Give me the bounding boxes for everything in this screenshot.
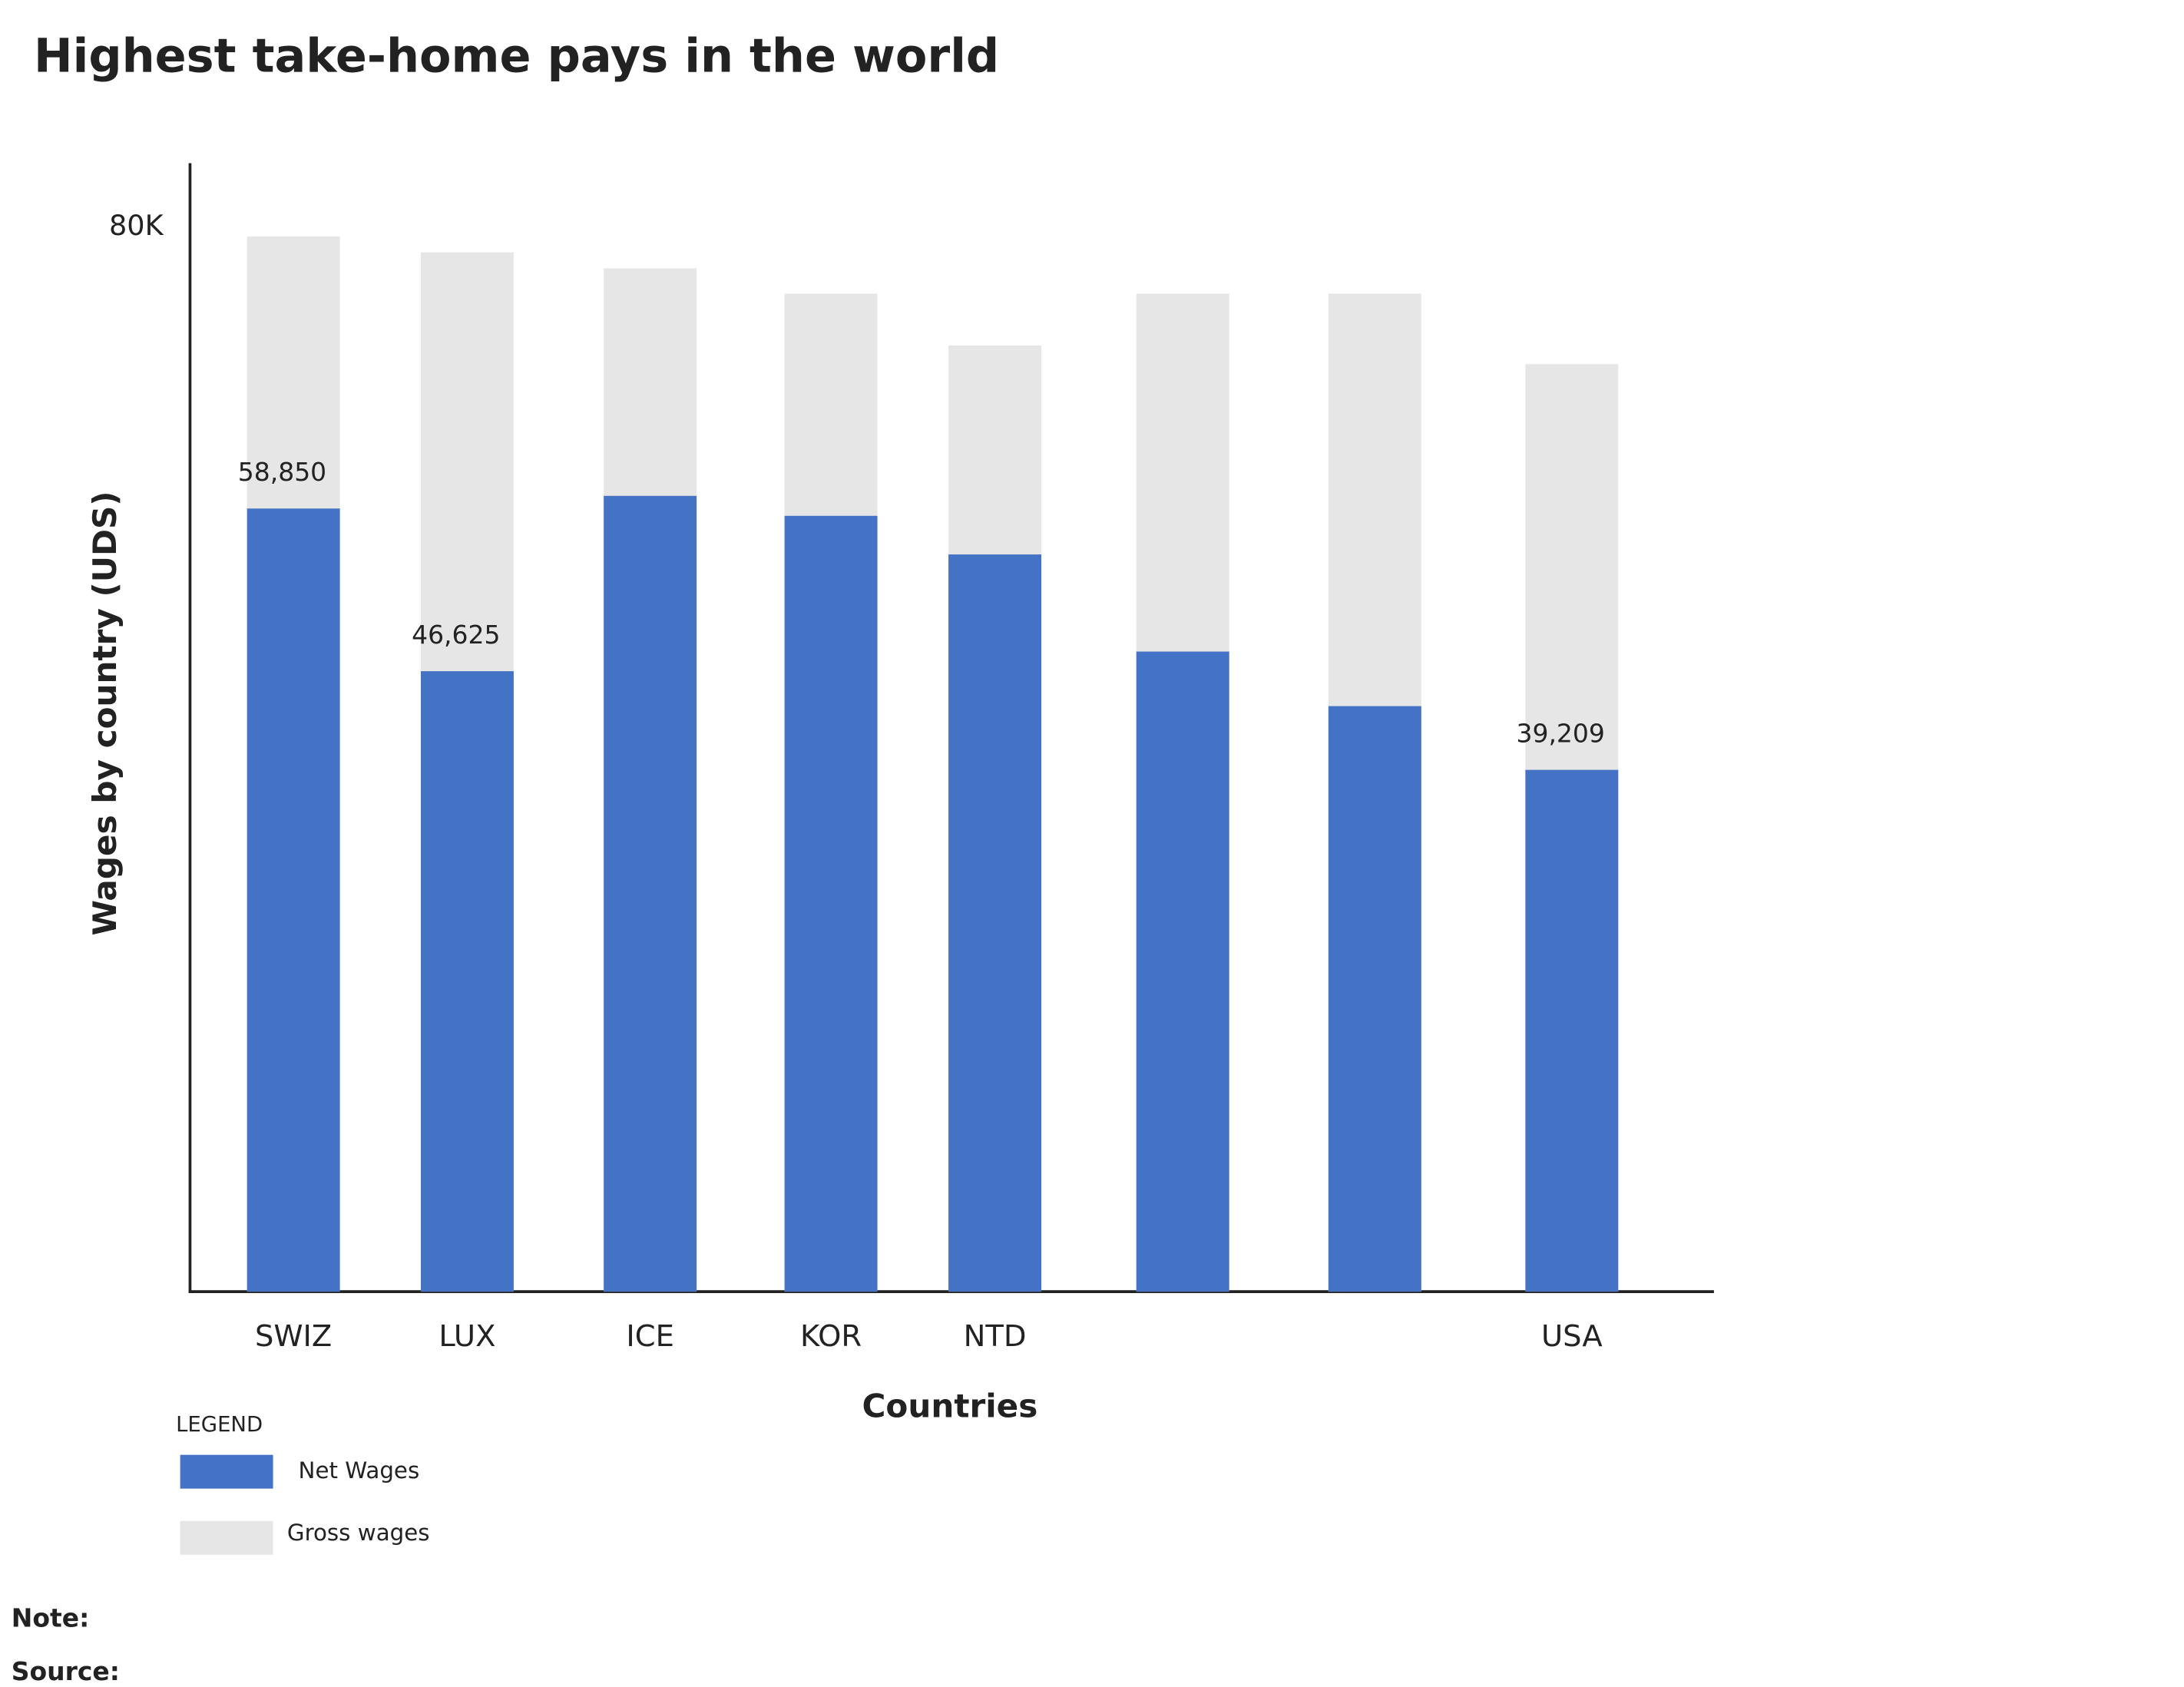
x-tick-label: KOR <box>800 1319 862 1354</box>
y-axis-label: Wages by country (UDS) <box>86 491 124 935</box>
x-tick-label: SWIZ <box>255 1319 332 1354</box>
data-label: 46,625 <box>412 620 500 650</box>
note-label: Note: <box>12 1603 90 1633</box>
x-tick-label: ICE <box>626 1319 674 1354</box>
legend-title: LEGEND <box>176 1412 263 1437</box>
chart-title: Highest take-home pays in the world <box>34 30 999 84</box>
bar <box>1328 706 1421 1292</box>
x-tick-label: USA <box>1541 1319 1603 1354</box>
x-tick-label: LUX <box>438 1319 495 1354</box>
data-label: 58,850 <box>238 457 326 487</box>
bar <box>604 495 697 1292</box>
y-tick-label: 80K <box>109 209 164 242</box>
legend-label: Gross wages <box>287 1520 430 1546</box>
bar <box>784 515 878 1292</box>
source-label: Source: <box>12 1656 120 1686</box>
legend-swatch <box>180 1454 273 1489</box>
bar <box>247 508 340 1292</box>
bar <box>1136 651 1229 1292</box>
data-label: 39,209 <box>1516 718 1604 748</box>
bar <box>1525 769 1619 1292</box>
legend-label: Net Wages <box>299 1457 420 1484</box>
x-tick-label: NTD <box>964 1319 1027 1354</box>
x-axis-label: Countries <box>862 1388 1038 1425</box>
bar <box>420 671 514 1292</box>
bar <box>948 554 1042 1292</box>
legend-swatch <box>180 1520 273 1555</box>
